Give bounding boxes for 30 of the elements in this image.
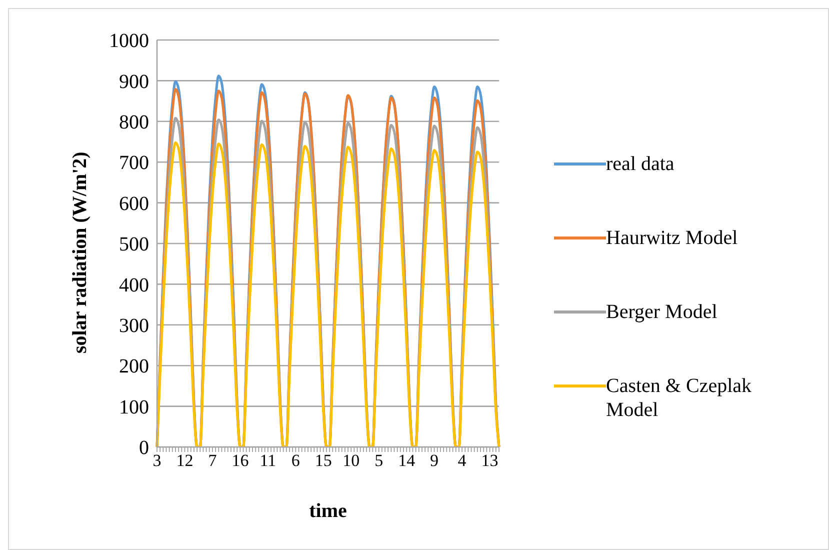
x-tick-label: 3: [152, 451, 162, 470]
y-tick-label: 300: [119, 315, 149, 337]
x-tick-label: 10: [342, 451, 360, 470]
legend-label: real data: [606, 152, 676, 176]
x-tick-label: 14: [398, 451, 416, 470]
x-tick-label: 7: [208, 451, 218, 470]
y-tick-label: 200: [119, 356, 149, 378]
x-tick-label: 15: [314, 451, 332, 470]
y-axis-title: solar radiation (W/m'2): [69, 152, 92, 354]
y-tick-label: 0: [139, 437, 149, 460]
x-tick-label: 6: [291, 451, 300, 470]
y-tick-label: 600: [119, 192, 149, 215]
x-tick-label: 9: [430, 451, 439, 470]
legend-label: Casten & Czeplak Model: [606, 374, 753, 422]
y-tick-label: 100: [119, 396, 149, 418]
y-tick-label: 900: [119, 70, 149, 93]
y-tick-label: 500: [119, 234, 149, 256]
x-tick-label: 4: [458, 451, 467, 470]
y-tick-label: 400: [119, 274, 149, 296]
x-tick-label: 12: [176, 451, 194, 470]
x-axis-title: time: [309, 500, 347, 522]
x-tick-label: 5: [374, 451, 384, 470]
y-tick-label: 800: [119, 112, 149, 134]
legend-label: Haurwitz Model: [606, 226, 739, 250]
y-tick-label: 700: [119, 152, 149, 174]
x-tick-label: 13: [481, 451, 498, 470]
legend-label: Berger Model: [606, 300, 718, 324]
x-tick-label: 11: [260, 451, 276, 470]
x-tick-label: 16: [232, 451, 249, 470]
y-tick-label: 1000: [109, 30, 149, 52]
